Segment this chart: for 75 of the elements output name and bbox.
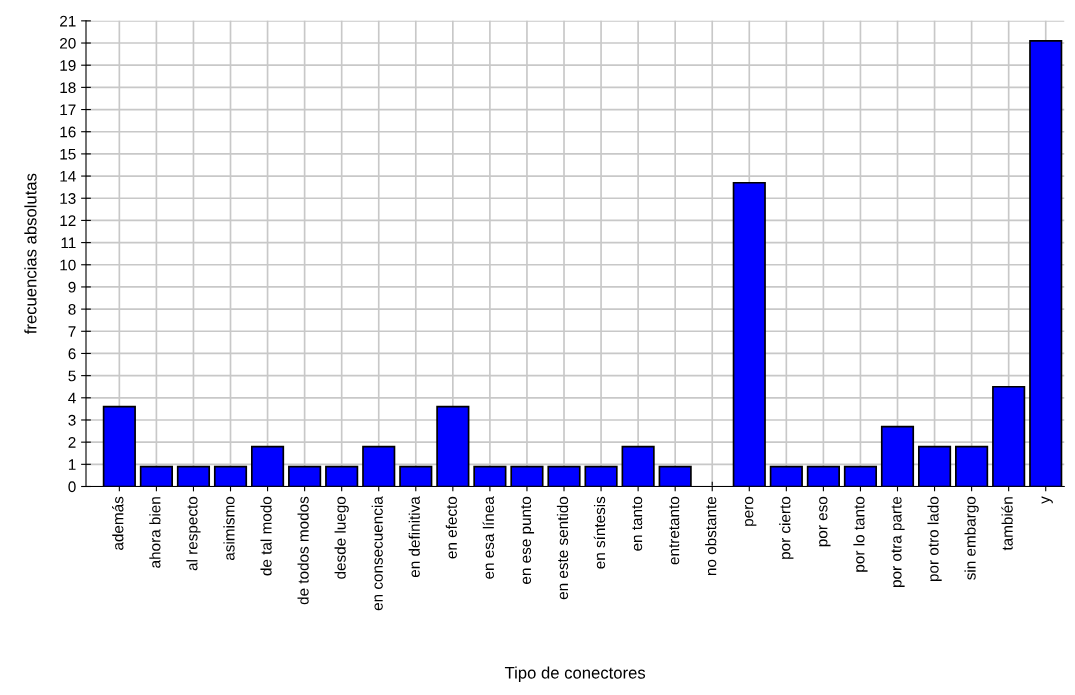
x-tick-label: en definitiva (408, 496, 420, 578)
bar (213, 465, 248, 487)
bar (658, 465, 692, 487)
y-tick-label: 1 (68, 459, 76, 470)
x-axis-title: Tipo de conectores (504, 666, 646, 682)
x-tick-label: por otro lado (927, 496, 942, 582)
x-tick-label: también (1001, 497, 1013, 551)
bar (436, 405, 470, 487)
x-tick-label: entretanto (669, 496, 680, 565)
bar (399, 465, 433, 487)
bar (139, 465, 173, 487)
y-tick-label: 18 (60, 82, 76, 94)
y-tick-label: 14 (60, 171, 76, 182)
x-tick-label: por cierto (779, 496, 794, 559)
bar (917, 445, 952, 487)
x-tick-label: además (112, 496, 124, 550)
x-tick-label: sin embargo (964, 496, 979, 580)
bar (843, 465, 878, 487)
bar (880, 425, 915, 487)
x-tick-label: desde luego (334, 496, 349, 579)
bar (510, 465, 544, 487)
y-tick-label: 3 (68, 414, 76, 426)
y-tick-label: 16 (60, 126, 76, 138)
y-tick-label: 21 (60, 15, 76, 27)
bar (806, 465, 840, 487)
y-tick-label: 8 (68, 303, 76, 315)
bar (732, 181, 766, 487)
y-tick-label: 2 (68, 437, 76, 448)
y-tick-label: 13 (60, 193, 76, 204)
y-tick-label: 12 (60, 215, 76, 226)
x-tick-label: no obstante (705, 496, 717, 576)
y-tick-label: 11 (61, 237, 76, 249)
bar (547, 465, 581, 487)
x-tick-label: por eso (819, 496, 831, 547)
x-tick-label: asimismo (223, 496, 235, 561)
y-tick-label: 15 (60, 148, 76, 160)
bar (362, 445, 396, 487)
y-tick-label: 17 (60, 104, 76, 116)
x-tick-label: de todos modos (297, 496, 309, 605)
y-tick-label: 5 (68, 370, 76, 382)
bar (288, 465, 322, 487)
bar (250, 445, 285, 487)
y-tick-label: 6 (68, 348, 76, 360)
x-tick-label: en este sentido (556, 496, 569, 600)
y-tick-label: 9 (68, 281, 76, 293)
bar (473, 465, 507, 487)
x-tick-label: en síntesis (593, 496, 606, 569)
x-tick-label: en tanto (632, 496, 643, 551)
bar (769, 465, 803, 487)
x-tick-label: y (1041, 496, 1053, 504)
y-axis-title: frecuencias absolutas (24, 173, 37, 335)
bar (102, 405, 136, 487)
y-tick-label: 7 (68, 326, 76, 337)
bar (584, 465, 618, 487)
x-tick-label: en efecto (445, 496, 457, 559)
x-tick-label: al respecto (186, 496, 201, 571)
x-tick-label: de tal modo (260, 496, 272, 576)
y-tick-label: 19 (60, 60, 76, 71)
x-tick-label: en esa línea (482, 496, 494, 579)
x-tick-label: en consecuencia (371, 496, 383, 611)
bar (992, 385, 1026, 487)
bar (176, 465, 211, 487)
bar (1029, 39, 1063, 487)
y-tick-label: 20 (60, 37, 76, 49)
x-tick-label: pero (745, 496, 757, 526)
bar (621, 445, 655, 487)
x-tick-label: en ese punto (521, 496, 535, 584)
y-tick-label: 4 (68, 392, 76, 404)
x-tick-label: ahora bien (149, 497, 161, 568)
x-tick-label: por lo tanto (853, 496, 868, 572)
bar (955, 445, 989, 487)
bar (325, 465, 359, 487)
x-tick-label: por otra parte (891, 496, 905, 587)
y-tick-label: 10 (60, 259, 76, 271)
y-tick-label: 0 (68, 481, 76, 493)
